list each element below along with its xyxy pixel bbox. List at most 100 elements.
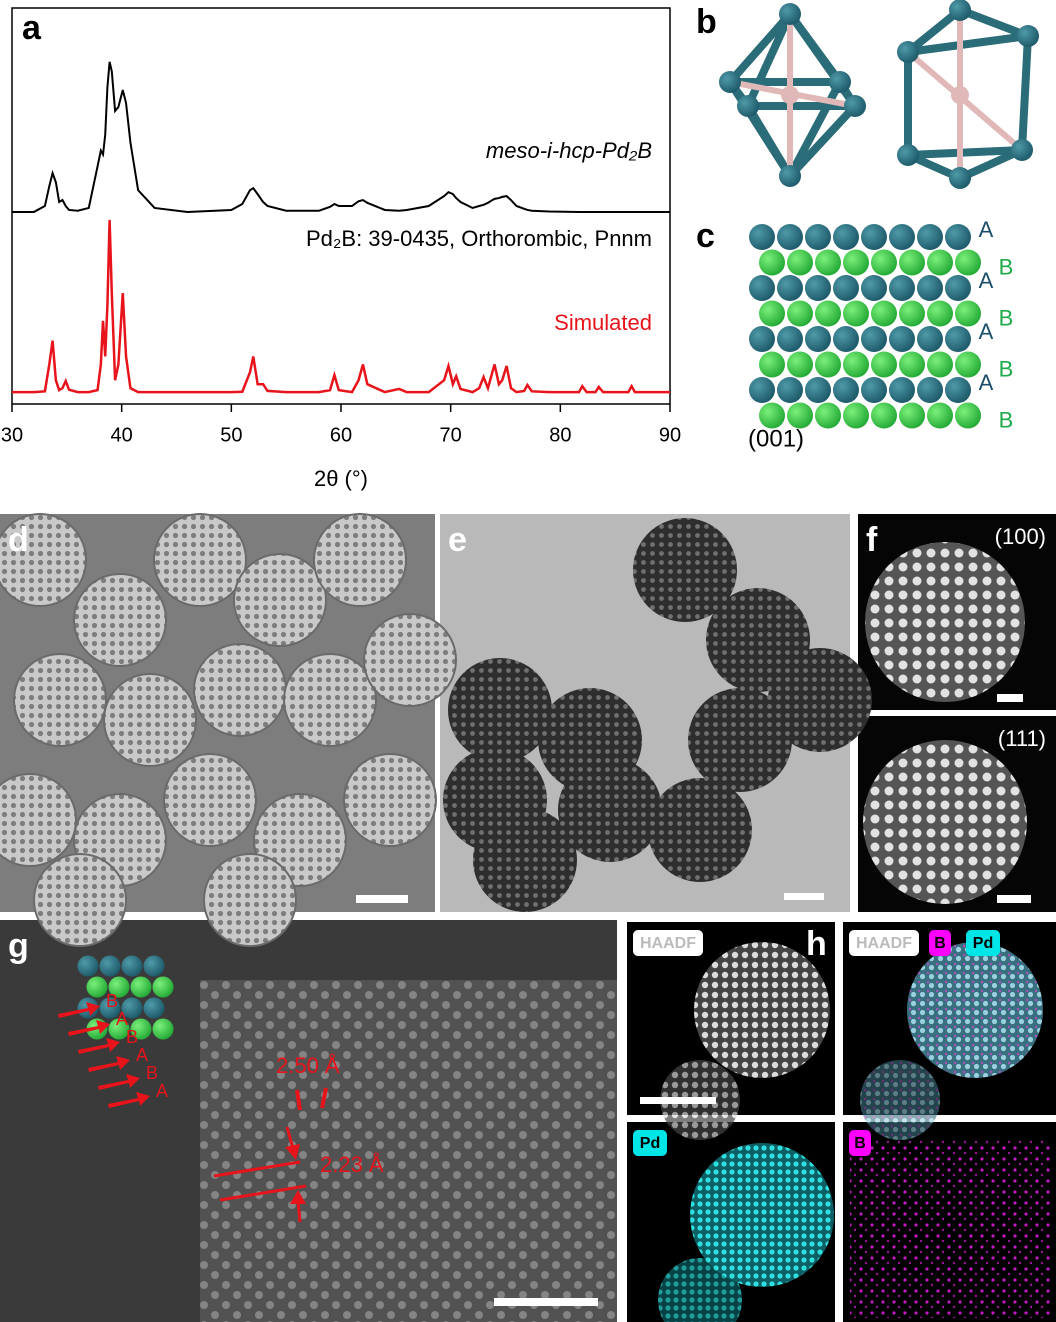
atom xyxy=(871,402,897,429)
atom xyxy=(130,976,152,998)
particle xyxy=(648,778,752,882)
atom xyxy=(787,351,813,378)
layer-arrow xyxy=(108,1092,150,1108)
x-tick-label: 30 xyxy=(1,424,23,446)
spacing-label: 2.23 Å xyxy=(320,1152,384,1177)
particle xyxy=(473,808,577,912)
atom xyxy=(955,351,981,378)
lattice-annotation xyxy=(213,1087,328,1223)
atom xyxy=(815,351,841,378)
atom xyxy=(815,300,841,327)
series-label: meso-i-hcp-Pd₂B xyxy=(486,138,652,163)
layer-label: A xyxy=(136,1045,148,1065)
layer-arrow xyxy=(88,1056,130,1072)
atom xyxy=(917,224,943,250)
tag-label: HAADF xyxy=(856,935,912,952)
atom xyxy=(833,377,859,403)
layer-arrow xyxy=(98,1074,140,1090)
x-tick-label: 70 xyxy=(440,424,462,446)
layer-label: A xyxy=(116,1009,128,1029)
atom xyxy=(777,326,803,352)
panel-letter: f xyxy=(866,521,878,559)
atom xyxy=(899,351,925,378)
atom xyxy=(955,402,981,429)
atom xyxy=(927,351,953,378)
tag-box xyxy=(849,930,919,956)
map-tags: HAADF HAADF B Pd Pd B xyxy=(633,930,1000,1156)
particle xyxy=(203,853,297,947)
layer-label: B xyxy=(126,1027,138,1047)
atom xyxy=(927,249,953,276)
atom xyxy=(899,402,925,429)
plane-label: (001) xyxy=(748,425,804,452)
particle xyxy=(363,613,457,707)
atom xyxy=(945,224,971,250)
atom xyxy=(121,955,143,977)
particle xyxy=(13,653,107,747)
particle xyxy=(633,518,737,622)
atom xyxy=(927,300,953,327)
atom xyxy=(945,377,971,403)
atom xyxy=(917,275,943,301)
atom xyxy=(130,1018,152,1040)
panel-letter: d xyxy=(8,521,29,559)
series-line xyxy=(12,219,670,394)
panel-letter: c xyxy=(696,217,715,255)
layer-arrow xyxy=(78,1038,120,1054)
orientation-label: (100) xyxy=(995,524,1046,549)
particle xyxy=(103,673,197,767)
atom xyxy=(899,249,925,276)
atom xyxy=(759,351,785,378)
atom xyxy=(871,249,897,276)
layer-label: B xyxy=(146,1063,158,1083)
panel-letter: g xyxy=(8,927,29,965)
atom xyxy=(843,249,869,276)
particle xyxy=(343,753,437,847)
atom xyxy=(749,377,775,403)
atom xyxy=(815,249,841,276)
layer-arrow xyxy=(58,1002,100,1018)
series-label: Simulated xyxy=(554,310,652,335)
particle xyxy=(448,658,552,762)
tag-box xyxy=(966,930,1000,956)
layer-label: B xyxy=(999,407,1014,432)
layer-label: B xyxy=(999,356,1014,381)
particle xyxy=(163,753,257,847)
particle xyxy=(283,653,377,747)
atom xyxy=(143,955,165,977)
atom xyxy=(889,377,915,403)
atom xyxy=(917,377,943,403)
orientation-label: (111) xyxy=(998,726,1046,751)
atom xyxy=(815,402,841,429)
tag-label: Pd xyxy=(640,1135,660,1152)
atom xyxy=(899,300,925,327)
particles xyxy=(0,513,872,947)
atom xyxy=(99,997,121,1019)
particle xyxy=(0,513,87,607)
crystal-models xyxy=(719,0,1039,189)
atom xyxy=(143,997,165,1019)
particle xyxy=(0,773,77,867)
atom xyxy=(833,326,859,352)
series-line xyxy=(12,61,670,213)
particle xyxy=(688,688,792,792)
atom xyxy=(833,224,859,250)
layer-label: A xyxy=(979,268,994,293)
particle xyxy=(313,513,407,607)
layer-label: A xyxy=(979,370,994,395)
atom xyxy=(861,326,887,352)
atom xyxy=(861,224,887,250)
atom xyxy=(805,326,831,352)
tag-label: Pd xyxy=(973,935,993,952)
panel-letter: a xyxy=(22,9,42,47)
atom xyxy=(843,351,869,378)
atom xyxy=(152,976,174,998)
atom xyxy=(927,402,953,429)
x-tick-label: 80 xyxy=(549,424,571,446)
panel-letter: h xyxy=(806,925,827,963)
atom xyxy=(843,300,869,327)
atom xyxy=(889,275,915,301)
atom xyxy=(805,224,831,250)
